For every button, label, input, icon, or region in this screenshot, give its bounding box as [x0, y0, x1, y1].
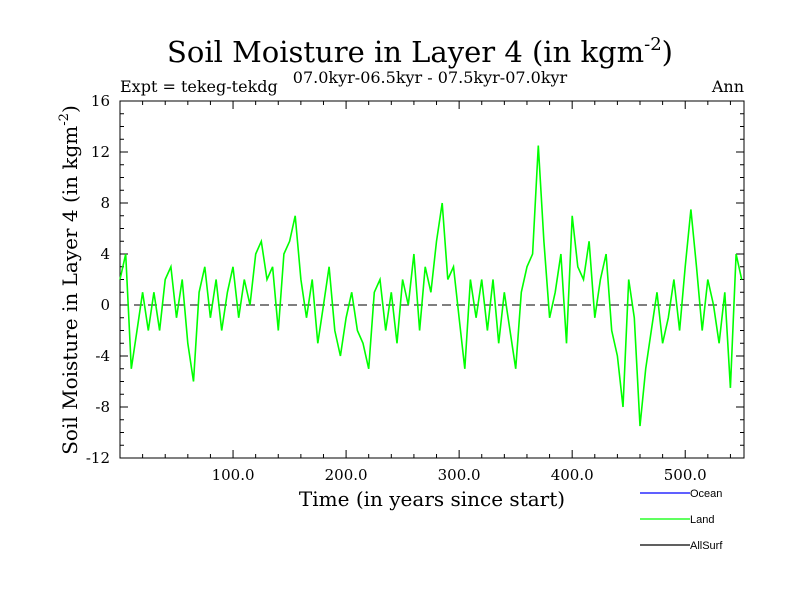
chart-subtitle: 07.0kyr-06.5kyr - 07.5kyr-07.0kyr	[293, 68, 568, 87]
y-tick-label: 8	[100, 194, 110, 212]
legend-label-ocean: Ocean	[690, 488, 722, 500]
legend-label-land: Land	[690, 514, 714, 526]
x-tick-label: 200.0	[325, 466, 368, 484]
y-axis-label: Soil Moisture in Layer 4 (in kgm-2)	[57, 105, 82, 455]
y-tick-label: 16	[91, 92, 110, 110]
x-axis-label: Time (in years since start)	[299, 487, 565, 511]
x-tick-label: 300.0	[438, 466, 481, 484]
legend-label-allsurf: AllSurf	[690, 540, 723, 552]
y-tick-label: -12	[86, 449, 110, 467]
y-tick-label: 12	[91, 143, 110, 161]
x-tick-label: 100.0	[212, 466, 255, 484]
y-tick-label: 4	[100, 245, 110, 263]
y-tick-label: 0	[100, 296, 110, 314]
y-tick-label: -4	[95, 347, 110, 365]
experiment-label: Expt = tekeg-tekdg	[120, 77, 278, 96]
x-tick-label: 500.0	[664, 466, 707, 484]
season-label: Ann	[711, 77, 744, 96]
chart-title: Soil Moisture in Layer 4 (in kgm-2)	[167, 34, 673, 69]
x-tick-label: 400.0	[551, 466, 594, 484]
y-tick-label: -8	[95, 398, 110, 416]
series-line-land	[119, 145, 743, 427]
